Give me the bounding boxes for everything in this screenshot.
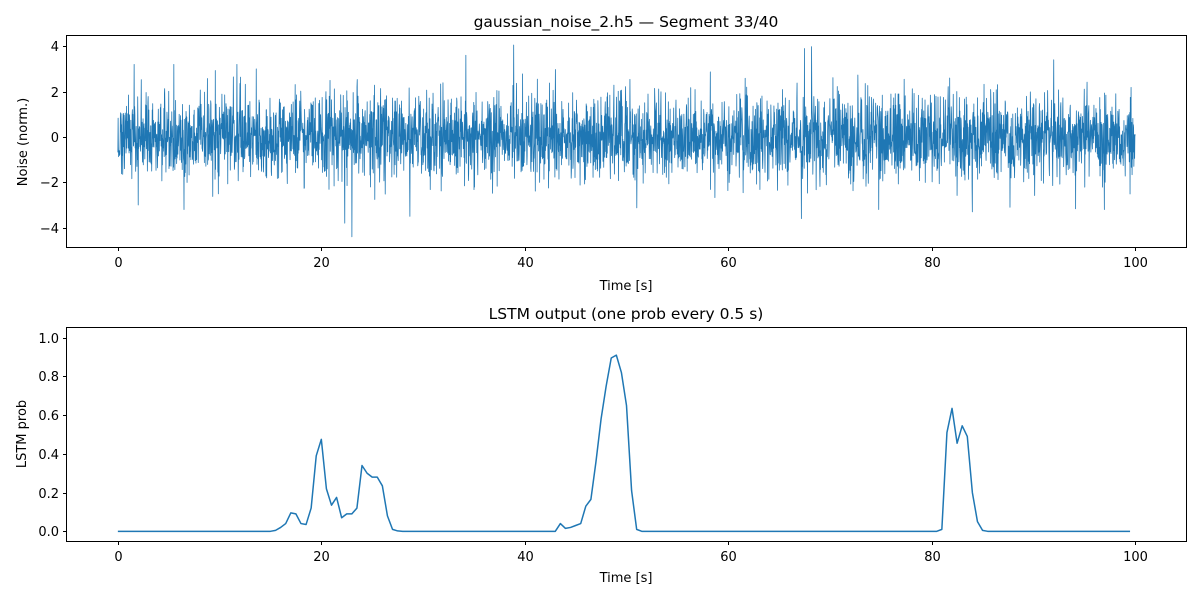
noise-plot-ticks: 0 20 40 60 80 100 −4 −2 0 2 4 — [40, 40, 1148, 271]
lstm-plot-ylabel: LSTM prob — [15, 400, 30, 468]
noise-plot-xlabel: Time [s] — [599, 279, 653, 294]
lstm_prob-line — [117, 354, 1131, 533]
x-tick-label: 20 — [313, 550, 330, 565]
y-tick-label: 0.4 — [38, 448, 59, 463]
y-tick-label: 1.0 — [38, 332, 59, 347]
y-tick-label: 0.2 — [38, 487, 59, 502]
y-tick-label: 2 — [51, 86, 59, 101]
noise-plot-frame — [66, 35, 1187, 248]
x-tick-label: 80 — [924, 256, 941, 271]
lstm-plot-lines — [117, 354, 1131, 533]
x-tick-label: 60 — [720, 256, 737, 271]
y-tick-label: 4 — [51, 40, 59, 55]
y-tick-label: 0.0 — [38, 525, 59, 540]
lstm-plot-title: LSTM output (one prob every 0.5 s) — [489, 305, 764, 323]
x-tick-label: 40 — [517, 256, 534, 271]
x-tick-label: 60 — [720, 550, 737, 565]
x-tick-label: 40 — [517, 550, 534, 565]
y-tick-label: −2 — [40, 176, 59, 191]
lstm-plot-frame — [66, 327, 1187, 542]
y-tick-label: −4 — [40, 222, 59, 237]
noise-plot-title: gaussian_noise_2.h5 — Segment 33/40 — [474, 13, 779, 32]
x-tick-label: 100 — [1123, 256, 1148, 271]
y-tick-label: 0.6 — [38, 409, 59, 424]
lstm-plot-xlabel: Time [s] — [599, 571, 653, 586]
noise-plot-lines — [117, 44, 1136, 238]
noise-plot-ylabel: Noise (norm.) — [16, 98, 31, 186]
x-tick-label: 100 — [1123, 550, 1148, 565]
lstm-plot: LSTM output (one prob every 0.5 s) 0 20 40… — [15, 305, 1187, 586]
noise-line — [117, 44, 1136, 238]
x-tick-label: 0 — [114, 256, 122, 271]
x-tick-label: 20 — [313, 256, 330, 271]
y-tick-label: 0 — [51, 131, 59, 146]
x-tick-label: 0 — [114, 550, 122, 565]
y-tick-label: 0.8 — [38, 370, 59, 385]
x-tick-label: 80 — [924, 550, 941, 565]
noise-plot: gaussian_noise_2.h5 — Segment 33/40 0 20 4… — [16, 13, 1187, 294]
lstm-plot-ticks: 0 20 40 60 80 100 0.0 0.2 0.4 0.6 0.8 1.0 — [38, 332, 1148, 565]
